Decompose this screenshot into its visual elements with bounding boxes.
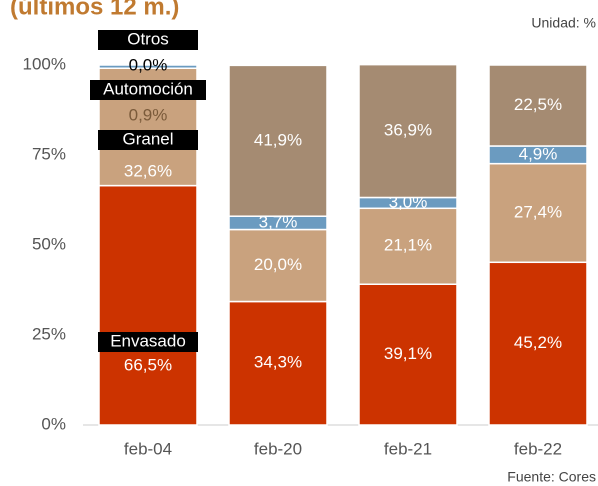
y-tick-label: 75% — [32, 144, 66, 163]
value-label: 22,5% — [514, 95, 562, 114]
legend-box — [98, 30, 198, 50]
legend-label: Otros — [127, 29, 169, 48]
y-tick-label: 50% — [32, 234, 66, 253]
y-tick-label: 100% — [23, 54, 66, 73]
bar-segment — [98, 184, 198, 426]
legend-label: Automoción — [103, 79, 193, 98]
legend-box — [90, 80, 206, 100]
legend-label: Envasado — [110, 331, 186, 350]
x-tick-label: feb-04 — [124, 439, 172, 458]
bar-segment — [228, 300, 328, 426]
value-label: 66,5% — [124, 355, 172, 374]
value-label: 27,4% — [514, 202, 562, 221]
bar-segment — [228, 64, 328, 217]
bar-segment — [98, 64, 198, 69]
bar-segment — [228, 228, 328, 303]
x-tick-label: feb-20 — [254, 439, 302, 458]
value-label: 45,2% — [514, 333, 562, 352]
value-label: 36,9% — [384, 121, 432, 140]
bar-segment — [358, 283, 458, 426]
chart-title: (últimos 12 m.) — [10, 0, 179, 20]
value-label: 39,1% — [384, 344, 432, 363]
bar-segment — [488, 162, 588, 264]
value-label: 0,0% — [129, 55, 168, 74]
unit-label: Unidad: % — [531, 15, 596, 31]
x-tick-label: feb-21 — [384, 439, 432, 458]
value-label: 4,9% — [519, 144, 558, 163]
legend-box — [98, 332, 198, 352]
legend-label: Granel — [122, 129, 173, 148]
value-label: 34,3% — [254, 353, 302, 372]
value-label: 21,1% — [384, 236, 432, 255]
value-label: 32,6% — [124, 161, 172, 180]
y-tick-label: 25% — [32, 324, 66, 343]
value-label: 3,7% — [259, 212, 298, 231]
legend-box — [98, 130, 198, 150]
value-label: 41,9% — [254, 130, 302, 149]
value-label: 0,9% — [129, 105, 168, 124]
source: Fuente: Cores — [507, 469, 596, 485]
bar-segment — [488, 64, 588, 147]
bar-segment — [358, 63, 458, 199]
x-tick-label: feb-22 — [514, 439, 562, 458]
value-label: 20,0% — [254, 255, 302, 274]
y-tick-label: 0% — [41, 414, 66, 433]
bar-segment — [358, 207, 458, 285]
